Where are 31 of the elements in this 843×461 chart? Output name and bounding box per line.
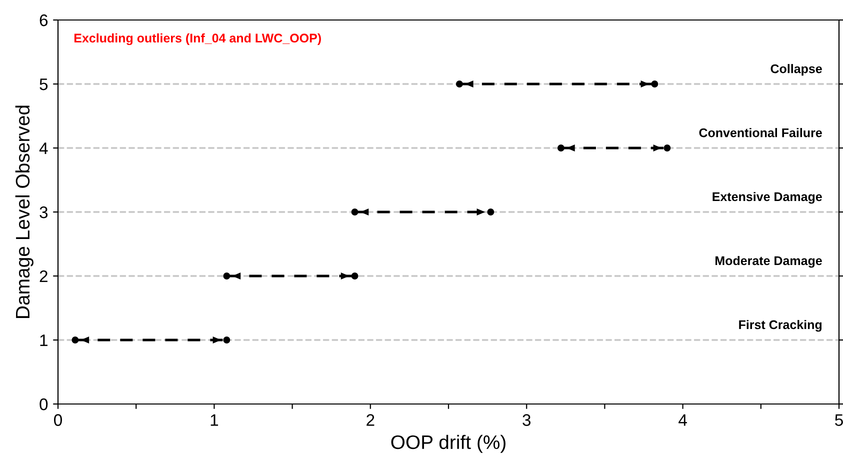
- point: [351, 208, 358, 216]
- annotation: Excluding outliers (Inf_04 and LWC_OOP): [74, 33, 321, 46]
- point: [456, 80, 463, 88]
- ref-line-label: Extensive Damage: [712, 192, 822, 204]
- ref-line-label: Collapse: [770, 64, 822, 76]
- x-tick-label: 0: [54, 414, 62, 426]
- point: [557, 144, 564, 152]
- x-tick-label: 2: [366, 414, 374, 426]
- y-tick-label: 6: [40, 14, 48, 26]
- y-tick-label: 1: [40, 334, 48, 346]
- y-tick-label: 5: [40, 78, 48, 90]
- y-tick-label: 2: [40, 270, 48, 282]
- point: [664, 144, 671, 152]
- y-tick-label: 4: [39, 142, 48, 154]
- point: [651, 80, 658, 88]
- x-tick-label: 5: [835, 414, 843, 426]
- x-tick-label: 1: [210, 414, 218, 426]
- ref-line-label: Moderate Damage: [716, 256, 822, 268]
- point: [223, 272, 230, 280]
- point: [351, 272, 358, 280]
- x-tick-label: 3: [522, 414, 530, 426]
- point: [223, 336, 230, 344]
- ref-line-label: Conventional Failure: [699, 128, 822, 138]
- y-tick-label: 3: [40, 206, 48, 218]
- y-tick-label: 0: [40, 398, 48, 410]
- x-axis-title: OOP drift (%): [391, 434, 506, 453]
- point: [72, 336, 79, 344]
- ref-line-label: First Cracking: [739, 320, 822, 332]
- y-axis-title: Damage Level Observed: [15, 106, 34, 318]
- point: [487, 208, 494, 216]
- x-tick-label: 4: [678, 414, 687, 426]
